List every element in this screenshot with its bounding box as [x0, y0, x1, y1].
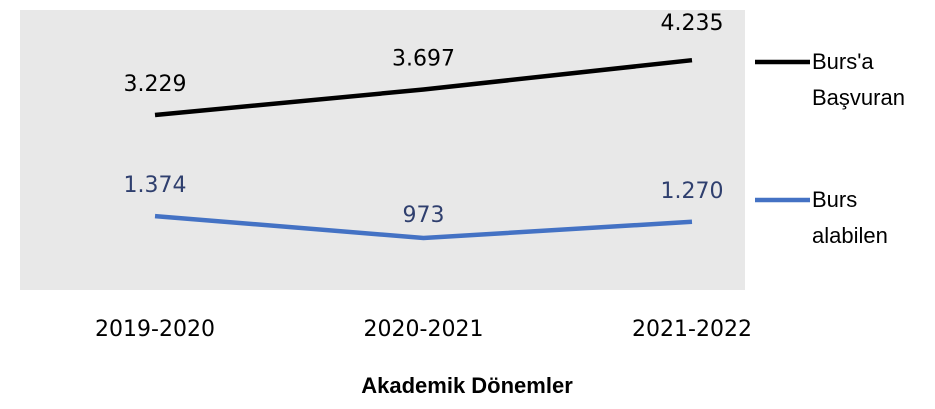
x-axis-title: Akademik Dönemler [361, 373, 573, 398]
legend-label: Burs alabilen [812, 187, 888, 248]
data-label: 3.229 [124, 72, 187, 97]
legend-label: Burs'a Başvuran [812, 49, 905, 110]
data-label: 1.374 [124, 173, 187, 198]
data-label: 1.270 [661, 179, 724, 204]
x-tick-label: 2019-2020 [95, 317, 215, 342]
data-label: 973 [403, 203, 445, 228]
data-label: 4.235 [661, 11, 724, 36]
line [154, 213, 693, 241]
x-tick-label: 2020-2021 [364, 317, 484, 342]
line [154, 57, 693, 118]
x-tick-label: 2021-2022 [632, 317, 752, 342]
data-label: 3.697 [392, 47, 455, 72]
plot-area [20, 10, 745, 290]
